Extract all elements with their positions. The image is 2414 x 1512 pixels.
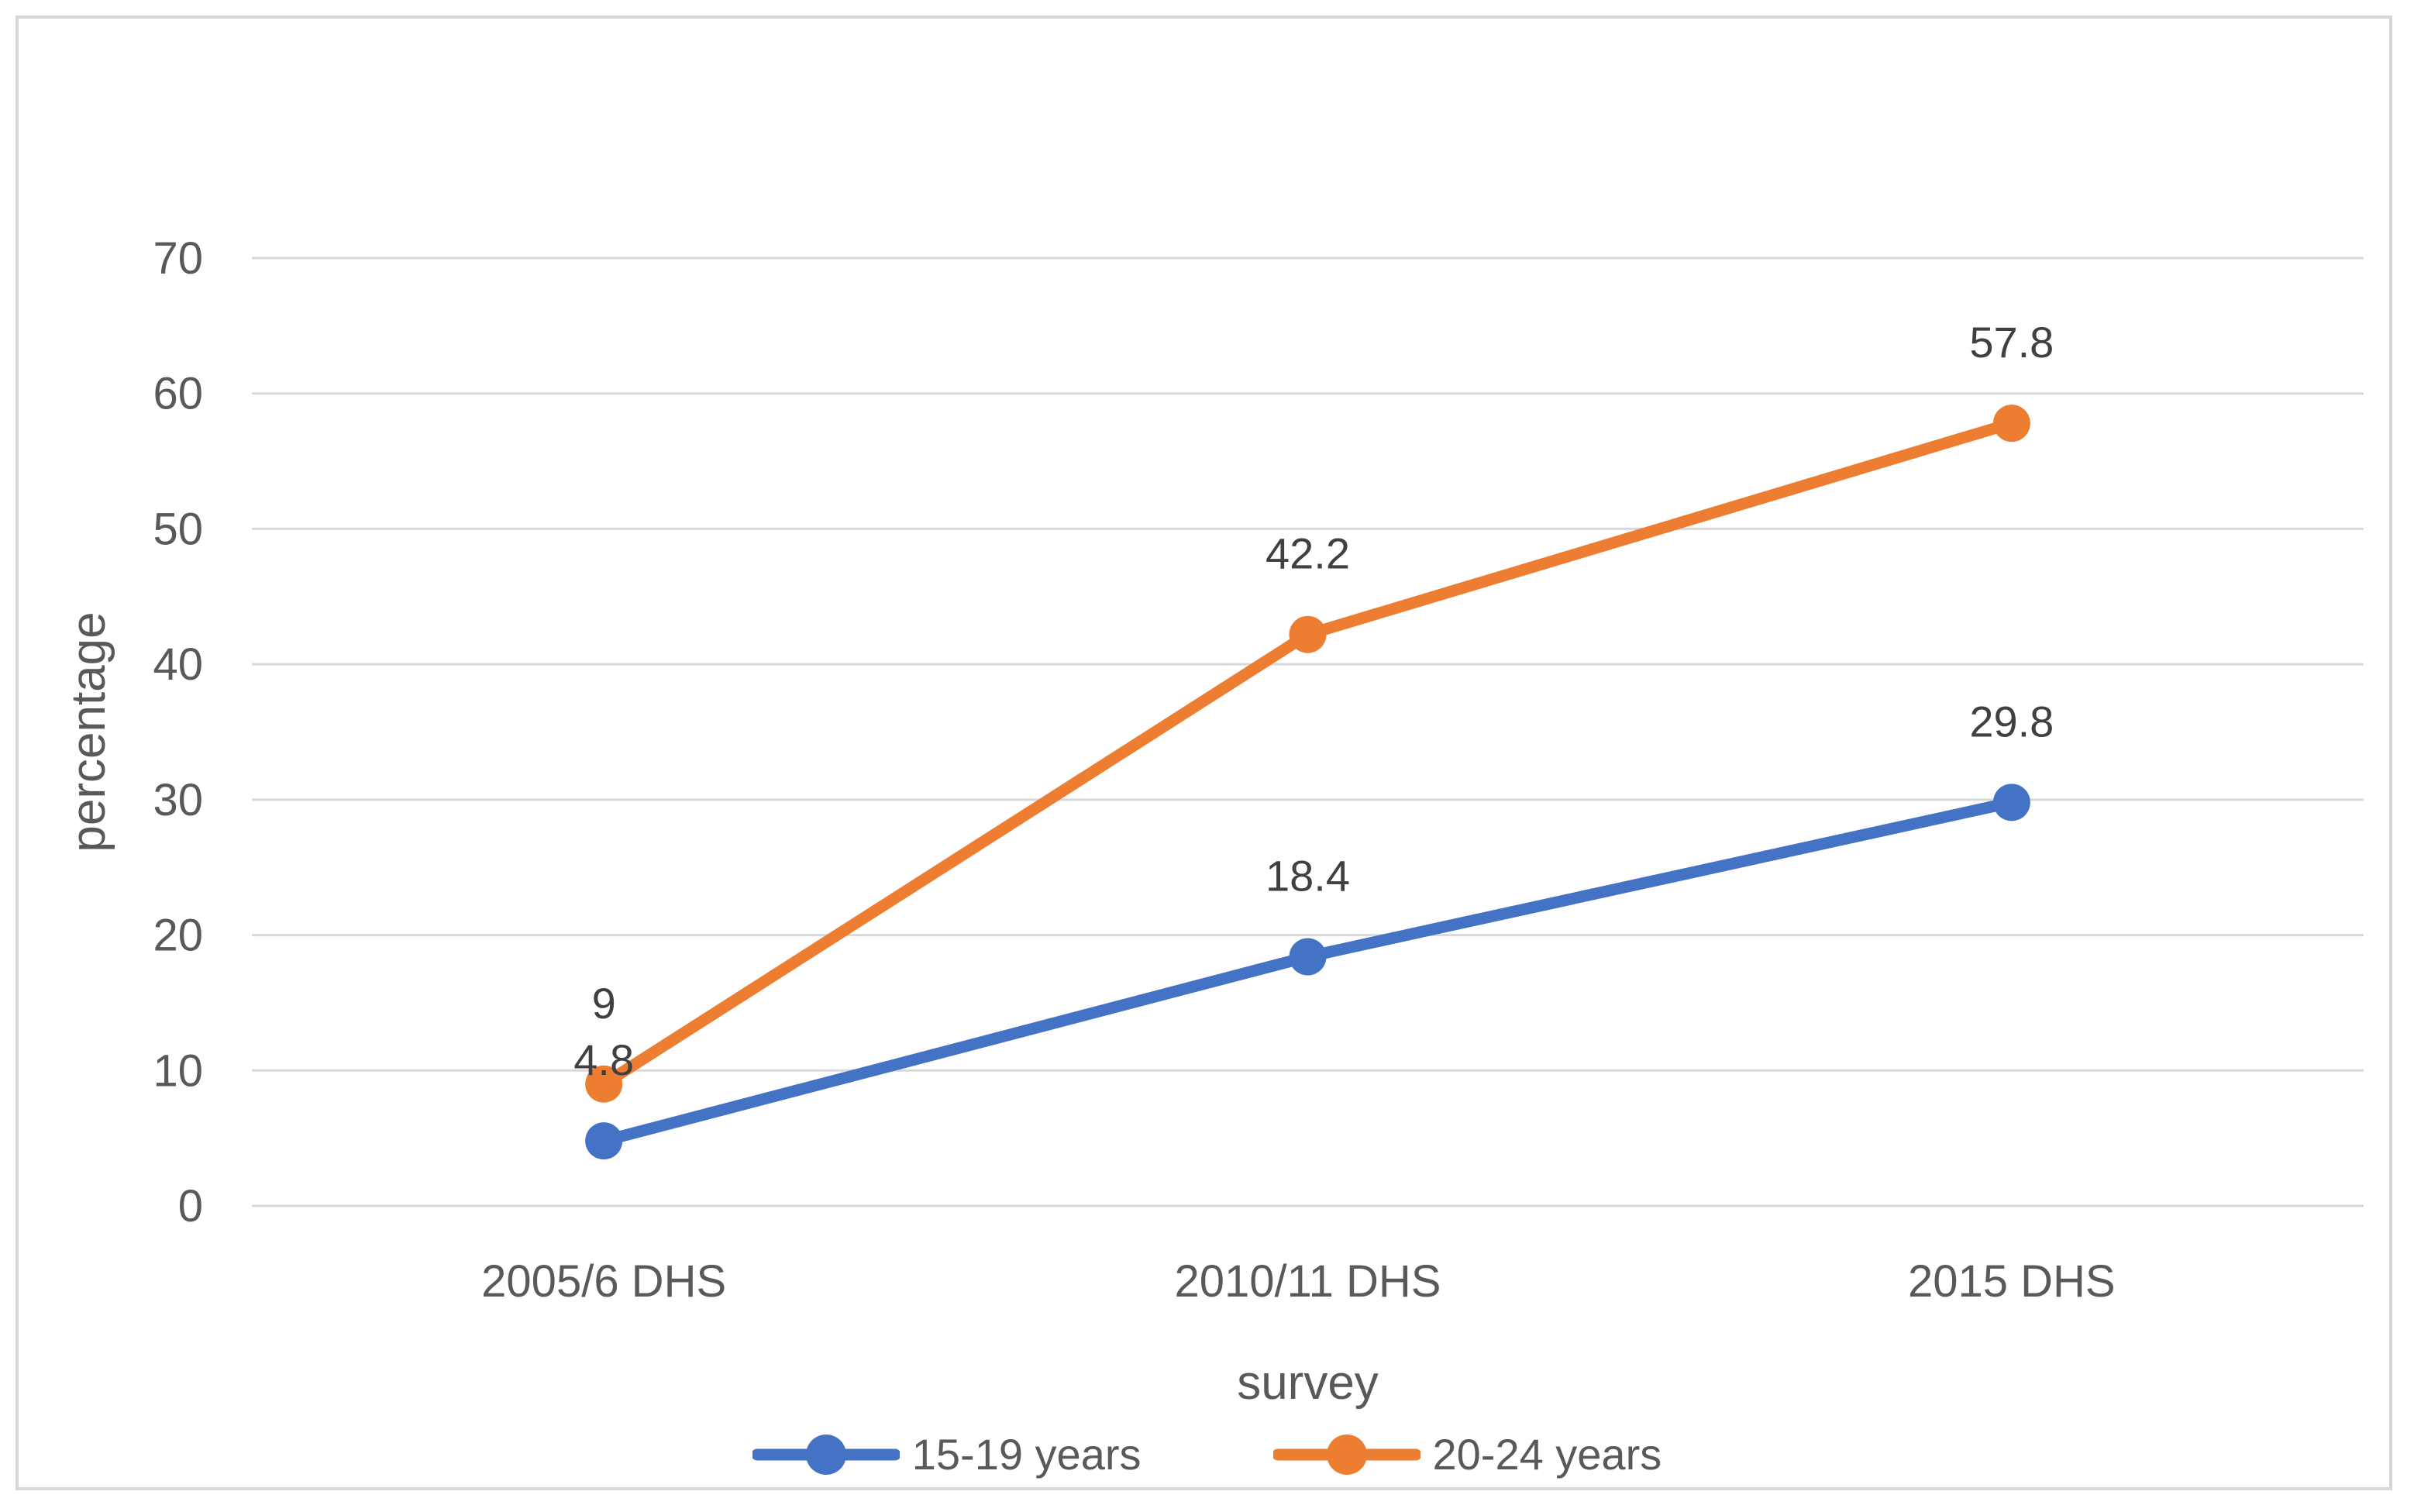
y-tick-label: 10 [153, 1045, 203, 1096]
data-point-marker [585, 1122, 623, 1160]
y-tick-label: 50 [153, 504, 203, 554]
legend: 15-19 years 20-24 years [0, 1430, 2414, 1479]
legend-label: 15-19 years [911, 1430, 1142, 1479]
x-axis-title: survey [1237, 1356, 1379, 1410]
y-tick-label: 60 [153, 369, 203, 419]
figure-border [15, 15, 2392, 1490]
data-point-marker [1289, 615, 1327, 653]
y-tick-label: 40 [153, 639, 203, 690]
legend-item-15-19-years: 15-19 years [752, 1430, 1142, 1479]
data-point-marker [1992, 784, 2030, 821]
y-tick-label: 20 [153, 911, 203, 961]
y-tick-label: 0 [178, 1181, 203, 1231]
data-label: 42.2 [1266, 529, 1350, 578]
line-dot-marker-icon [752, 1435, 900, 1475]
x-category-label: 2010/11 DHS [1175, 1256, 1441, 1307]
x-category-label: 2005/6 DHS [481, 1256, 726, 1307]
data-label: 29.8 [1969, 697, 2054, 746]
data-label: 4.8 [573, 1035, 634, 1084]
data-label: 18.4 [1266, 852, 1350, 901]
legend-label: 20-24 years [1432, 1430, 1662, 1479]
data-label: 9 [592, 979, 616, 1028]
y-tick-label: 70 [153, 233, 203, 284]
series-line [597, 417, 2018, 1090]
line-dot-marker-icon [1272, 1435, 1421, 1475]
y-axis-title: percentage [62, 611, 115, 852]
legend-item-20-24-years: 20-24 years [1272, 1430, 1662, 1479]
x-category-label: 2015 DHS [1908, 1256, 2116, 1307]
data-point-marker [1992, 405, 2030, 443]
data-label: 57.8 [1969, 318, 2054, 367]
y-tick-label: 30 [153, 775, 203, 825]
data-point-marker [1289, 938, 1327, 976]
data-point-marker [585, 1065, 623, 1103]
